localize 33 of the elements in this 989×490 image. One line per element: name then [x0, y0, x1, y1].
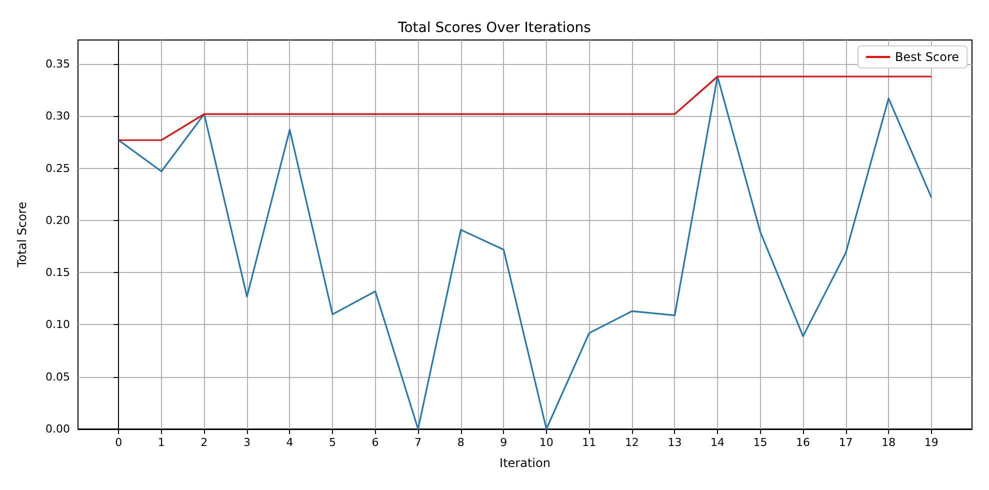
x-tick-label: 14: [710, 436, 724, 449]
x-tick-label: 8: [457, 436, 464, 449]
y-axis-title: Total Score: [15, 202, 29, 268]
y-tick-label: 0.30: [46, 110, 70, 123]
y-tick-label: 0.25: [46, 162, 70, 175]
x-tick-label: 11: [582, 436, 596, 449]
x-tick-label: 19: [924, 436, 938, 449]
x-tick-label: 15: [753, 436, 768, 449]
y-tick-label: 0.35: [46, 57, 70, 70]
x-tick-label: 5: [329, 436, 336, 449]
x-tick-label: 12: [624, 436, 639, 449]
y-tick-label: 0.10: [46, 318, 70, 332]
x-axis-title: Iteration: [500, 456, 550, 470]
x-tick-label: 10: [539, 436, 554, 449]
y-tick-label: 0.05: [46, 370, 70, 384]
legend-label: Best Score: [895, 50, 960, 64]
line-series: [118, 76, 932, 430]
x-tick-label: 13: [668, 436, 682, 449]
x-tick-label: 7: [414, 436, 422, 449]
y-tick-label: 0.00: [46, 422, 70, 436]
x-tick-label: 4: [286, 436, 294, 449]
x-tick-label: 16: [796, 436, 810, 449]
x-tick-label: 1: [158, 436, 165, 449]
x-tick-label: 17: [838, 436, 853, 449]
x-tick-label: 18: [882, 436, 896, 449]
x-tick-label: 3: [243, 436, 250, 449]
x-tick-label: 9: [500, 436, 508, 449]
x-tick-label: 0: [115, 436, 122, 449]
chart-title: Total Scores Over Iterations: [397, 20, 591, 36]
y-tick-label: 0.15: [46, 266, 70, 280]
x-tick-label: 6: [372, 436, 379, 449]
y-tick-label: 0.20: [46, 214, 70, 227]
x-tick-label: 2: [200, 436, 208, 449]
